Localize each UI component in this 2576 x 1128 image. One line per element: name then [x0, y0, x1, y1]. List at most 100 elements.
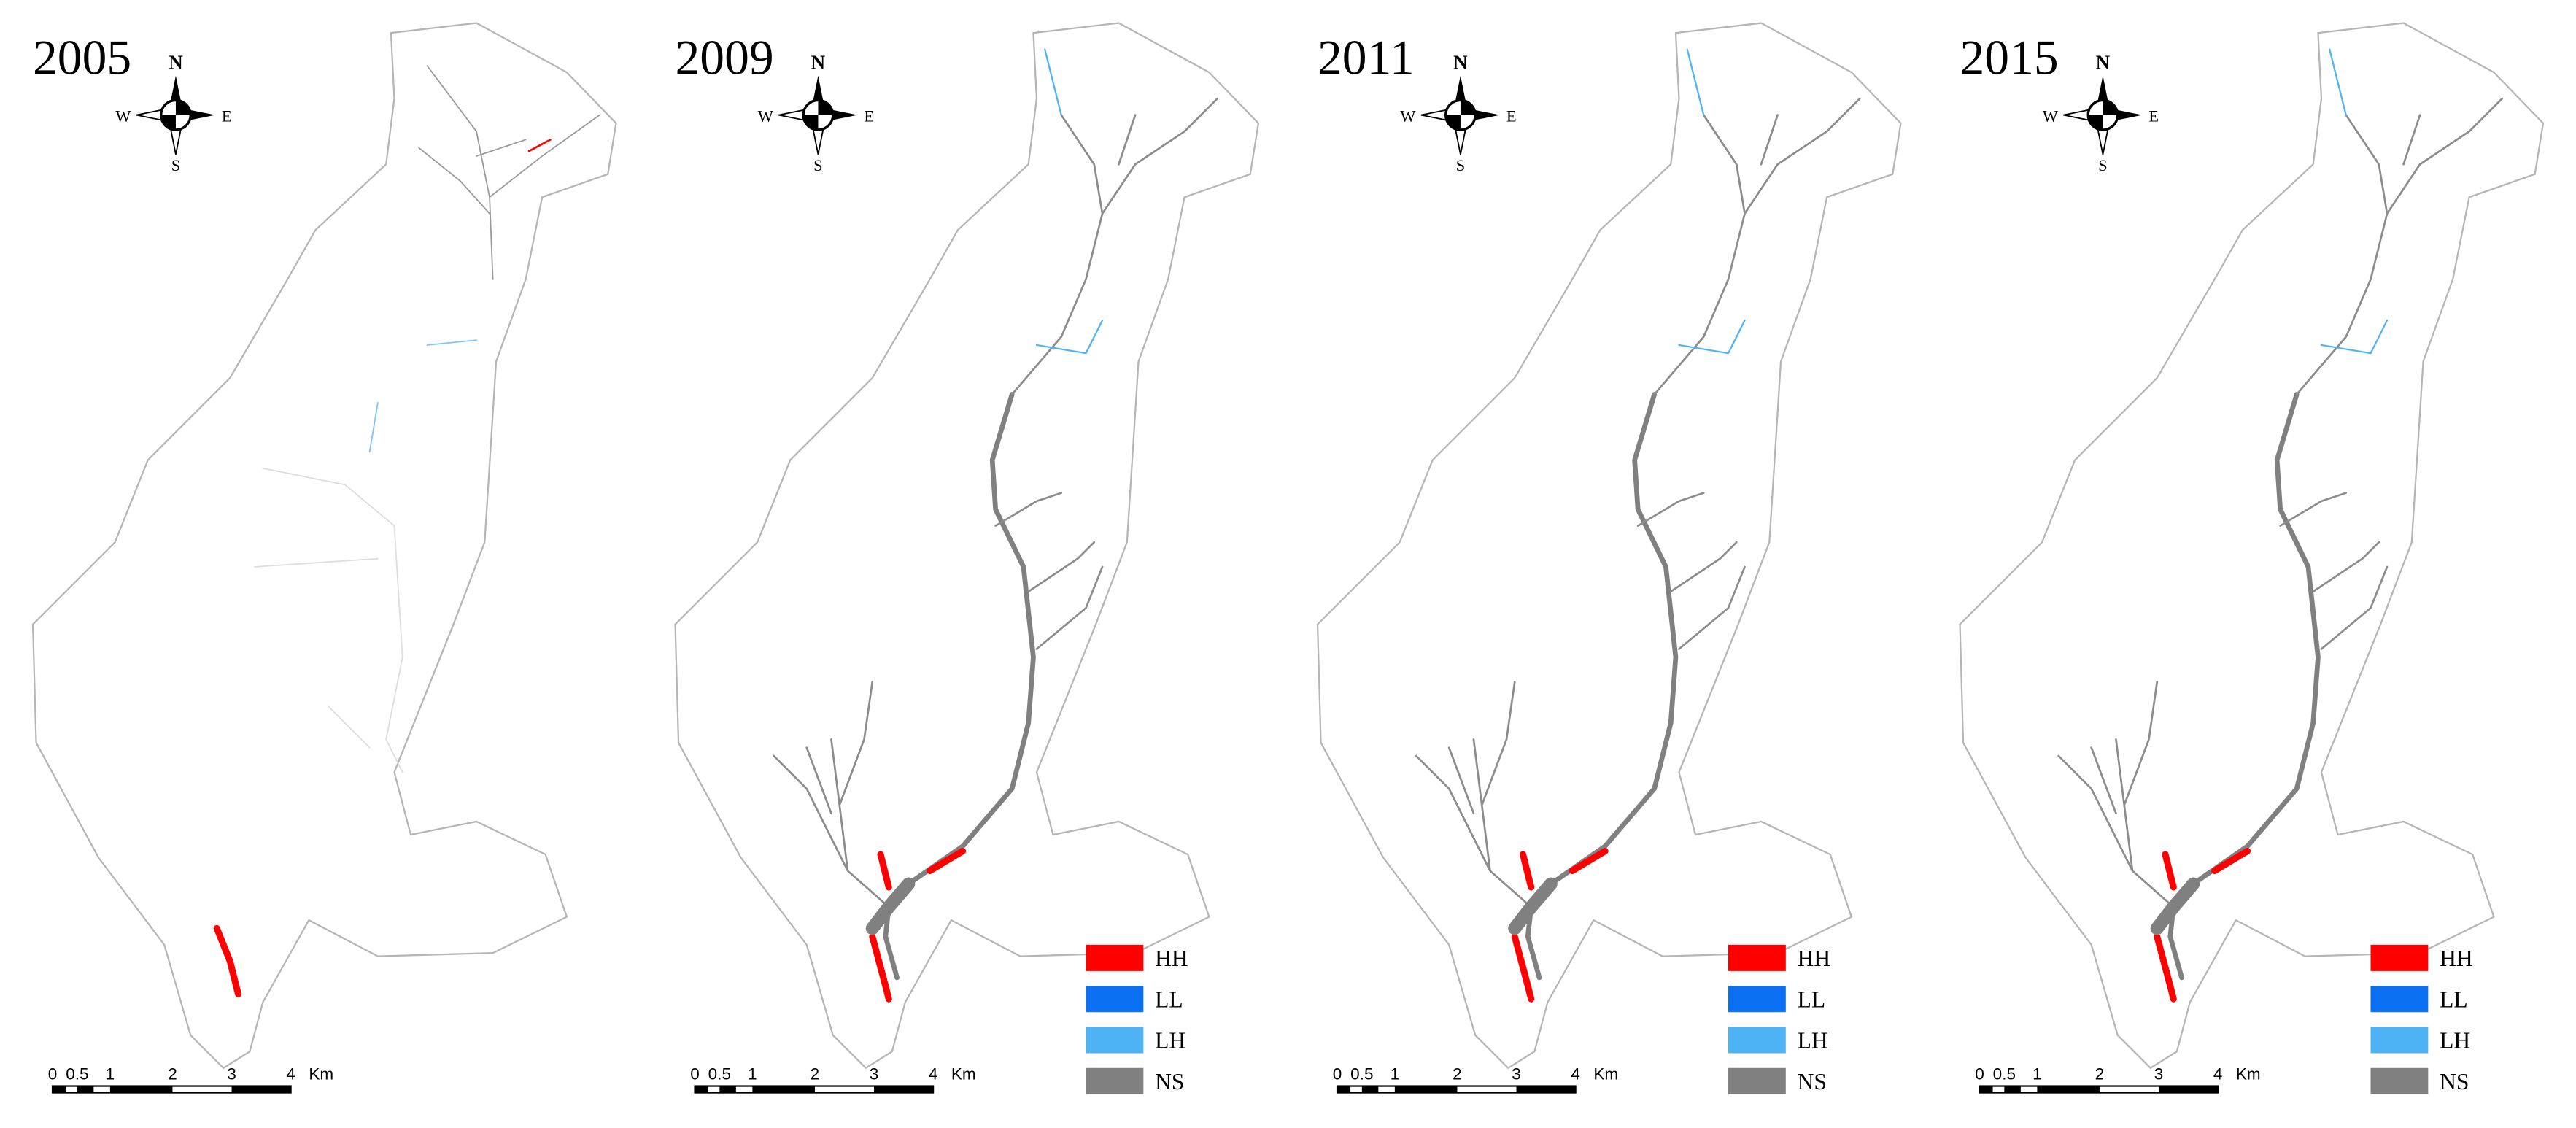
scale-label: 0: [690, 1065, 700, 1083]
compass-letter: W: [115, 107, 131, 125]
scale-segment: [53, 1086, 66, 1093]
compass-letter: S: [1456, 156, 1466, 174]
scale-label: 2: [1453, 1065, 1462, 1083]
scale-segment: [1394, 1086, 1458, 1093]
legend-label: LH: [2440, 1028, 2470, 1054]
river-network: [1416, 50, 1860, 1000]
legend-swatch: [1728, 1027, 1786, 1054]
scale-label: Km: [1593, 1065, 1618, 1083]
legend-swatch: [2370, 1067, 2429, 1094]
legend-swatch: [1086, 986, 1144, 1013]
scale-segment: [2037, 1086, 2100, 1093]
scale-segment: [109, 1086, 173, 1093]
scale-label: 4: [929, 1065, 938, 1083]
legend-label: LL: [2440, 986, 2468, 1012]
scale-label: 2: [168, 1065, 177, 1083]
compass-letter: S: [813, 156, 823, 174]
scale-label: 3: [2154, 1065, 2164, 1083]
scale-label: 4: [1571, 1065, 1580, 1083]
river-network: [2059, 50, 2502, 1000]
scale-label: 1: [106, 1065, 115, 1083]
year-label: 2015: [1960, 30, 2059, 85]
legend-label: LL: [1155, 986, 1183, 1012]
compass-letter: N: [2096, 52, 2111, 74]
year-label: 2011: [1318, 30, 1415, 85]
scale-label: Km: [2236, 1065, 2261, 1083]
map-panel: 2005 N S W E 0 0.5 1 2 3 4 Km: [31, 22, 617, 1094]
compass-letter: W: [1400, 107, 1416, 125]
legend-label: HH: [2440, 946, 2473, 971]
scale-label: 2: [811, 1065, 820, 1083]
scale-label: 2: [2095, 1065, 2105, 1083]
legend-label: HH: [1155, 946, 1188, 971]
legend-label: LH: [1798, 1028, 1828, 1054]
legend-label: NS: [1798, 1069, 1827, 1094]
scale-segment: [1979, 1086, 1993, 1093]
scale-label: 0.5: [1350, 1065, 1373, 1083]
scale-label: 1: [2032, 1065, 2042, 1083]
scale-segment: [1337, 1086, 1351, 1093]
compass-rose: [777, 74, 859, 156]
watershed-outline: [1316, 22, 1902, 1069]
scale-label: 0.5: [708, 1065, 731, 1083]
compass-letter: N: [811, 52, 826, 74]
compass-letter: N: [1453, 52, 1468, 74]
scale-segment: [77, 1086, 94, 1093]
river-network: [217, 66, 600, 994]
scale-label: 0: [1333, 1065, 1342, 1083]
scale-label: 3: [227, 1065, 236, 1083]
legend-swatch: [1086, 1027, 1144, 1054]
compass-letter: N: [169, 52, 183, 74]
compass-letter: E: [864, 107, 874, 125]
scale-segment: [695, 1086, 708, 1093]
scale-segment: [874, 1086, 934, 1093]
compass-rose: [1420, 74, 1501, 156]
legend-swatch: [1086, 1067, 1144, 1094]
scale-label: 0: [1975, 1065, 1984, 1083]
compass-letter: W: [2043, 107, 2059, 125]
legend-swatch: [1728, 944, 1786, 971]
year-label: 2005: [33, 30, 131, 85]
compass-rose: [135, 74, 217, 156]
scale-label: 0.5: [1993, 1065, 2016, 1083]
compass-letter: E: [2148, 107, 2159, 125]
scale-segment: [1361, 1086, 1379, 1093]
legend-label: HH: [1798, 946, 1831, 971]
legend-label: NS: [1155, 1069, 1184, 1094]
year-label: 2009: [676, 30, 774, 85]
scale-label: 0.5: [66, 1065, 88, 1083]
legend-label: LH: [1155, 1028, 1185, 1054]
compass-letter: E: [1506, 107, 1517, 125]
scale-segment: [231, 1086, 291, 1093]
compass-rose: [2062, 74, 2144, 156]
scale-label: Km: [309, 1065, 333, 1083]
river-network: [774, 50, 1218, 1000]
compass-letter: S: [171, 156, 181, 174]
legend-label: NS: [2440, 1069, 2469, 1094]
legend-swatch: [1728, 1067, 1786, 1094]
scale-segment: [2004, 1086, 2021, 1093]
scale-label: 1: [748, 1065, 757, 1083]
legend-swatch: [2370, 1027, 2429, 1054]
watershed-outline: [674, 22, 1260, 1069]
scale-label: 3: [1512, 1065, 1521, 1083]
scale-segment: [1516, 1086, 1576, 1093]
watershed-outline: [31, 22, 617, 1069]
legend-swatch: [2370, 986, 2429, 1013]
watershed-outline: [1959, 22, 2545, 1069]
legend-label: LL: [1798, 986, 1826, 1012]
scale-label: 4: [286, 1065, 295, 1083]
scale-segment: [752, 1086, 815, 1093]
compass-letter: W: [758, 107, 774, 125]
scale-segment: [719, 1086, 736, 1093]
legend-swatch: [1728, 986, 1786, 1013]
scale-label: Km: [951, 1065, 976, 1083]
scale-label: 0: [48, 1065, 58, 1083]
legend-swatch: [2370, 944, 2429, 971]
scale-label: 4: [2213, 1065, 2223, 1083]
scale-label: 3: [870, 1065, 879, 1083]
